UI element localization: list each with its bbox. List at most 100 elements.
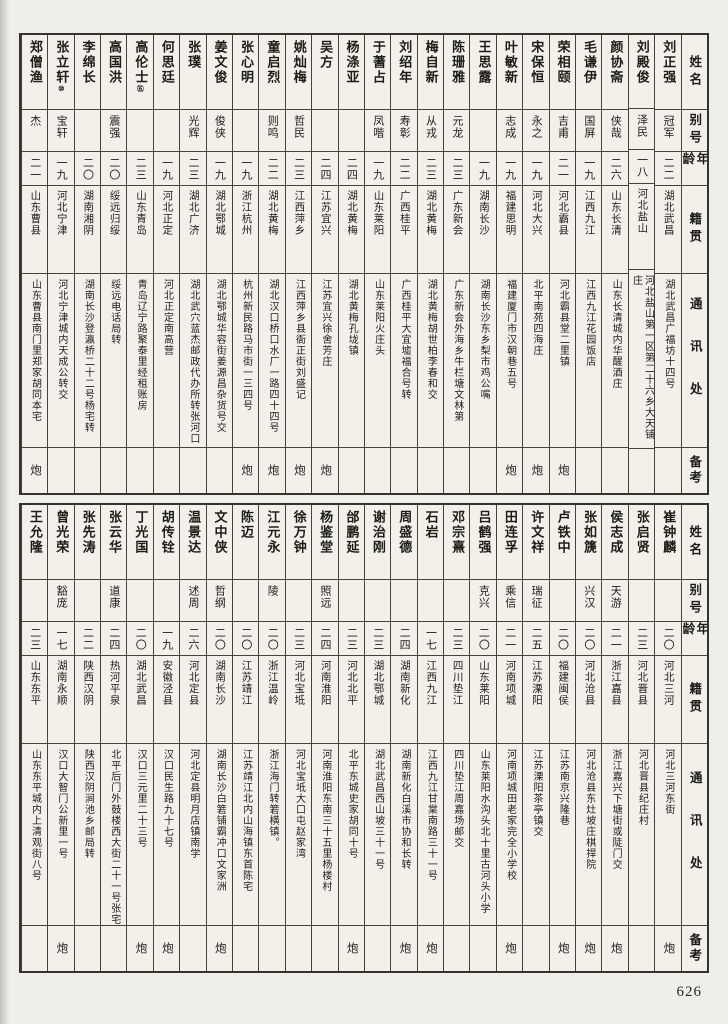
alias-cell: 吉甫 — [549, 109, 576, 151]
native-place-cell: 山东莱阳 — [470, 655, 496, 743]
person-address: 山东东平城内上清观街八号 — [29, 749, 41, 881]
person-remark: 炮 — [424, 942, 437, 955]
person-age: 一九 — [160, 626, 173, 651]
person-address: 江西九江花园饭店 — [583, 279, 595, 367]
address-cell: 江苏宜兴徐舍芳庄 — [312, 273, 338, 447]
name-cell: 江元永 — [259, 505, 284, 579]
person-alias: 述周 — [187, 585, 200, 609]
person-address: 山东莱阳水沟头北十里古河头小学 — [478, 749, 490, 914]
remarks-cell: 炮 — [259, 447, 285, 493]
person-alias: 克兴 — [477, 585, 490, 609]
remarks-cell: 炮 — [48, 925, 74, 971]
alias-cell — [364, 579, 391, 621]
person-native-place: 河北三河 — [662, 660, 674, 706]
person-address: 江西萍乡县衙正街刘盛记 — [293, 279, 305, 400]
address-cell: 湖北武昌西山坡三十一号 — [364, 743, 391, 925]
person-column: 石岩 一七 江西九江 江西九江甘棠南路三十一号 炮 — [416, 505, 444, 971]
address-cell: 汉口民生路九十七号 — [153, 743, 180, 925]
native-place-cell: 江西萍乡 — [285, 185, 312, 273]
alias-cell — [285, 579, 312, 621]
person-native-place: 山东莱阳 — [478, 660, 490, 706]
header-address-cell: 通讯处 — [681, 273, 707, 447]
remarks-cell: 炮 — [496, 447, 523, 493]
person-alias: 哲民 — [292, 115, 305, 139]
person-column: 胡传铨 一九 安徽泾县 汉口民生路九十七号 炮 — [152, 505, 180, 971]
alias-cell — [153, 109, 180, 151]
person-address: 河北正定南高营 — [161, 279, 173, 356]
person-name: 曾光荣 — [54, 510, 70, 555]
person-alias: 泽民 — [635, 113, 648, 138]
person-alias: 乘信 — [503, 585, 516, 609]
person-column: 刘正强 冠军 二二 湖北武昌 湖北武昌广福坊十四号 — [654, 35, 681, 493]
name-cell: 崔钟麟 — [655, 505, 680, 579]
person-age: 二六 — [609, 156, 622, 181]
header-age-cell: 年龄 — [681, 151, 707, 185]
person-age: 一九 — [160, 156, 173, 181]
name-cell: 温景达 — [180, 505, 205, 579]
age-cell: 二〇 — [576, 621, 602, 655]
remarks-cell — [602, 447, 628, 493]
alias-cell: 陵 — [259, 579, 285, 621]
person-name: 吕鹤强 — [476, 510, 492, 555]
remarks-cell — [285, 925, 312, 971]
person-age: 二〇 — [81, 156, 94, 181]
person-name: 毛谦伊 — [582, 40, 598, 85]
native-place-cell: 河北盐山 — [628, 182, 655, 270]
person-name: 郑僧渔 — [27, 40, 43, 85]
directory-table-bottom: 姓名 别号 年龄 籍贯 通讯处 备考 崔钟麟 二〇 河北三河 河北三河东街 炮 … — [19, 503, 709, 973]
age-cell: 二四 — [391, 621, 417, 655]
native-place-cell: 湖北鄂城 — [364, 655, 391, 743]
person-column: 刘殿俊 泽民 一八 河北盐山 河北盐山第一区第二十六乡大天铺庄 — [627, 35, 655, 493]
alias-cell: 哲民 — [285, 109, 312, 151]
remarks-cell: 炮 — [496, 925, 523, 971]
person-native-place: 河北定县 — [187, 660, 199, 706]
person-name: 张立轩 — [54, 40, 70, 85]
person-age: 二三 — [450, 156, 463, 181]
person-native-place: 湖北黄梅 — [425, 190, 437, 236]
person-column: 张心明 一九 浙江杭州 杭州新民路马市街一三四号 炮 — [231, 35, 259, 493]
person-age: 二二 — [662, 156, 675, 181]
person-address: 河南项城田老家完全小学校 — [504, 749, 516, 881]
header-name-cell: 姓名 — [682, 505, 707, 579]
header-column: 姓名 别号 年龄 籍贯 通讯处 备考 — [680, 505, 707, 971]
person-address: 河北定县明月店镇南学 — [187, 749, 199, 859]
scan-edge-shadow — [0, 0, 10, 1024]
address-cell: 广东新会外海乡牛栏塘文林第 — [444, 273, 470, 447]
person-column: 卢铁中 二〇 福建闽侯 江苏南京兴隆巷 炮 — [548, 505, 576, 971]
address-cell: 山东莱阳火庄头 — [364, 273, 391, 447]
person-native-place: 湖南永顺 — [55, 660, 67, 706]
alias-cell: 述周 — [180, 579, 206, 621]
person-name: 许文祥 — [529, 510, 545, 555]
alias-cell: 哲纲 — [206, 579, 232, 621]
person-native-place: 福建闽侯 — [557, 660, 569, 706]
remarks-cell — [417, 447, 444, 493]
person-age: 二三 — [187, 156, 200, 181]
remarks-cell — [444, 925, 470, 971]
person-native-place: 河北盐山 — [636, 187, 648, 234]
person-alias: 瑞征 — [530, 585, 543, 609]
remarks-cell: 炮 — [153, 925, 180, 971]
person-address: 汉口三元里二十三号 — [135, 749, 147, 848]
age-cell: 二〇 — [74, 151, 101, 185]
person-age: 一九 — [477, 156, 490, 181]
person-native-place: 河北宝坻 — [293, 660, 305, 706]
person-native-place: 山东青岛 — [134, 190, 146, 236]
person-age: 二三 — [292, 156, 305, 181]
remarks-cell: 炮 — [602, 925, 628, 971]
address-cell: 河北定县明月店镇南学 — [180, 743, 206, 925]
person-name: 刘正强 — [661, 40, 677, 85]
address-cell: 江西九江花园饭店 — [576, 273, 602, 447]
native-place-cell: 湖南湘阴 — [74, 185, 101, 273]
person-column: 叶敏新 志成 一九 福建思明 福建厦门市汉朝巷五号 炮 — [495, 35, 523, 493]
name-cell: 邰鹏延 — [339, 505, 364, 579]
native-place-cell: 河北沧县 — [576, 655, 602, 743]
age-cell: 一九 — [496, 151, 523, 185]
person-native-place: 江西九江 — [425, 660, 437, 706]
person-age: 二四 — [318, 626, 331, 651]
person-alias: 吉甫 — [556, 115, 569, 139]
person-age: 二〇 — [477, 626, 490, 651]
person-alias: 凤喈 — [371, 115, 384, 139]
address-cell: 北平南苑四海庄 — [523, 273, 549, 447]
name-cell: 杨涤亚 — [339, 35, 364, 109]
remarks-cell — [206, 447, 232, 493]
